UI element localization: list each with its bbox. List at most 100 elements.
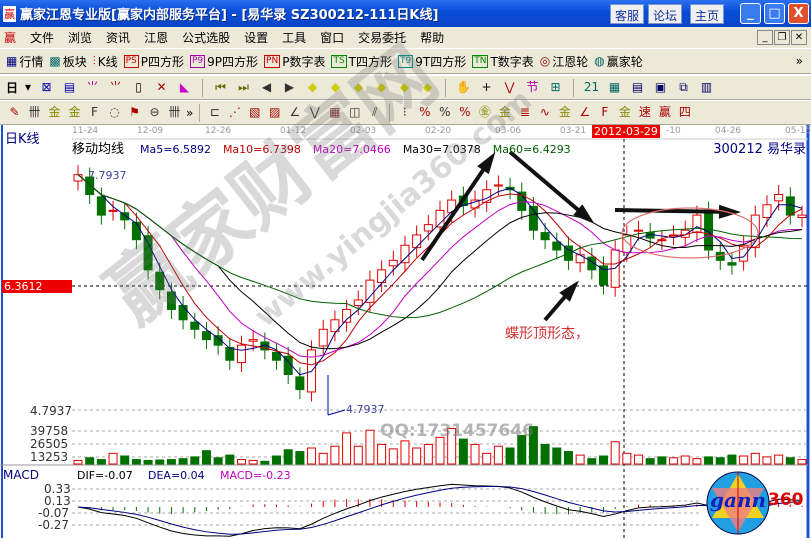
menu-gann[interactable]: 江恩: [144, 31, 169, 45]
yingjia-wheel-button[interactable]: ◍ 赢家轮: [594, 54, 643, 69]
multi-line-icon[interactable]: ⫽: [372, 105, 378, 119]
gold-band-icon[interactable]: 金: [498, 105, 511, 119]
speed-angle-icon[interactable]: 速: [638, 105, 651, 119]
parallel-icon[interactable]: 卌: [168, 105, 181, 119]
gold-angle-icon[interactable]: 金: [618, 105, 631, 119]
pen-icon[interactable]: ✎: [9, 105, 20, 119]
mdi-minimize-button[interactable]: _: [757, 30, 773, 45]
menu-trade[interactable]: 交易委托: [358, 31, 407, 45]
fan-icon[interactable]: ⚑: [129, 105, 140, 119]
9p-square-button[interactable]: P9 9P四方形: [190, 54, 259, 69]
close-button[interactable]: X: [788, 3, 809, 24]
compress-icon[interactable]: ◆: [422, 80, 433, 94]
overlay-icon[interactable]: ⊠: [41, 80, 52, 94]
sine-icon[interactable]: ∿: [539, 105, 550, 119]
forum-button[interactable]: 论坛: [648, 4, 683, 24]
t-number-table-button[interactable]: TN T数字表: [472, 54, 534, 69]
menu-settings[interactable]: 设置: [244, 31, 269, 45]
kline-chart[interactable]: 日K线 11-24 12-09 12-26 01-12 02-03 02-20 03-06 0…: [0, 30, 811, 538]
overflow-icon[interactable]: »: [186, 105, 194, 120]
network-icon[interactable]: ⧉: [679, 80, 688, 94]
gold-ratio-icon[interactable]: 金: [558, 105, 571, 119]
crosshair-icon[interactable]: +: [481, 80, 492, 94]
homepage-button[interactable]: 主页: [690, 4, 725, 24]
candle-body: [412, 234, 422, 249]
restore-rights-icon[interactable]: ✕: [156, 80, 167, 94]
period-selector[interactable]: 日: [6, 81, 19, 95]
percent-line-icon[interactable]: %: [419, 105, 431, 119]
customer-service-button[interactable]: 客服: [610, 4, 645, 24]
chart-canvas[interactable]: [0, 125, 811, 538]
p-number-table-button[interactable]: PN P数字表: [264, 54, 326, 69]
angle-icon[interactable]: ∠: [289, 105, 301, 119]
yingjia-angle-icon[interactable]: 赢: [658, 105, 671, 119]
menu-news[interactable]: 资讯: [106, 31, 131, 45]
section-icon[interactable]: 节: [526, 80, 539, 94]
square-fan-icon[interactable]: ▨: [269, 105, 281, 119]
wave-icon[interactable]: ⋁: [309, 105, 320, 119]
grid-tool-icon[interactable]: ▦: [329, 105, 341, 119]
chart-icon[interactable]: ⊞: [550, 80, 561, 94]
gold-line-icon[interactable]: 金: [48, 105, 61, 119]
shift-left-icon[interactable]: ◆: [307, 80, 318, 94]
box-icon[interactable]: ⊏: [209, 105, 220, 119]
menu-file[interactable]: 文件: [30, 31, 55, 45]
computer-icon[interactable]: ▥: [700, 80, 713, 94]
period9-icon[interactable]: ⺌: [109, 80, 122, 94]
quotes-button[interactable]: ▦ 行情: [6, 54, 44, 69]
minimize-button[interactable]: _: [740, 3, 761, 24]
menu-browse[interactable]: 浏览: [68, 31, 93, 45]
distribution-icon[interactable]: ◣: [179, 80, 190, 94]
menu-window[interactable]: 窗口: [320, 31, 345, 45]
circle-icon[interactable]: ⊖: [149, 105, 160, 119]
menu-tools[interactable]: 工具: [282, 31, 307, 45]
date-label: 12-26: [205, 126, 232, 136]
t-square-button[interactable]: TS T四方形: [331, 54, 393, 69]
mdi-close-button[interactable]: ✕: [791, 30, 807, 45]
dropdown-icon[interactable]: ▾: [25, 80, 32, 94]
ruler-icon[interactable]: ⁝: [402, 105, 407, 119]
four-angle-icon[interactable]: 四: [678, 105, 691, 119]
prev-icon[interactable]: ◀: [261, 80, 272, 94]
period3-icon[interactable]: ⺌: [86, 80, 99, 94]
app-menu-icon[interactable]: 赢: [4, 31, 17, 45]
calculator-icon[interactable]: ▦: [608, 80, 621, 94]
hand-icon[interactable]: ✋: [456, 80, 471, 94]
notes-icon[interactable]: ▤: [63, 80, 76, 94]
percent-icon[interactable]: %: [439, 105, 451, 119]
candle-type-icon[interactable]: ▯: [135, 80, 142, 94]
line-tool-icon[interactable]: ⋁: [504, 80, 515, 94]
fib-icon[interactable]: F: [91, 105, 98, 119]
fan-lines-icon[interactable]: ⋰: [228, 105, 241, 119]
maximize-button[interactable]: □: [764, 3, 785, 24]
calendar-icon[interactable]: 21: [583, 80, 600, 94]
9t-square-button[interactable]: T9 9T四方形: [398, 54, 467, 69]
speed-icon[interactable]: ≣: [519, 105, 530, 119]
gold-line2-icon[interactable]: 金: [68, 105, 81, 119]
spiral-icon[interactable]: ◌: [109, 105, 120, 119]
toolbar-overflow-icon[interactable]: »: [795, 54, 803, 68]
kline-button[interactable]: ⫶ K线: [92, 53, 118, 69]
menu-help[interactable]: 帮助: [420, 31, 445, 45]
shift-right-icon[interactable]: ◆: [330, 80, 341, 94]
gold-circle-icon[interactable]: ㊎: [478, 105, 491, 119]
fib-angle-icon[interactable]: F: [601, 105, 609, 119]
zoom-in-icon[interactable]: ◆: [376, 80, 387, 94]
save-icon[interactable]: ▣: [654, 80, 667, 94]
zoom-out-icon[interactable]: ◆: [353, 80, 364, 94]
mdi-restore-button[interactable]: ❐: [774, 30, 790, 45]
gann-lines-icon[interactable]: 卌: [28, 105, 41, 119]
percent-band-icon[interactable]: %: [459, 105, 471, 119]
square-grid-icon[interactable]: ▧: [249, 105, 261, 119]
expand-icon[interactable]: ◆: [399, 80, 410, 94]
channel-icon[interactable]: ◫: [349, 105, 361, 119]
sector-button[interactable]: ▩ 板块: [49, 54, 87, 69]
menu-formula[interactable]: 公式选股: [182, 31, 231, 45]
gann-wheel-button[interactable]: ◎ 江恩轮: [539, 54, 589, 69]
angle-line-icon[interactable]: ∠: [579, 105, 591, 119]
next-icon[interactable]: ▶: [284, 80, 295, 94]
last-icon[interactable]: ⏭: [238, 80, 249, 94]
p-square-button[interactable]: PS P四方形: [123, 54, 184, 69]
report-icon[interactable]: ▤: [631, 80, 644, 94]
first-icon[interactable]: ⏮: [215, 80, 226, 94]
